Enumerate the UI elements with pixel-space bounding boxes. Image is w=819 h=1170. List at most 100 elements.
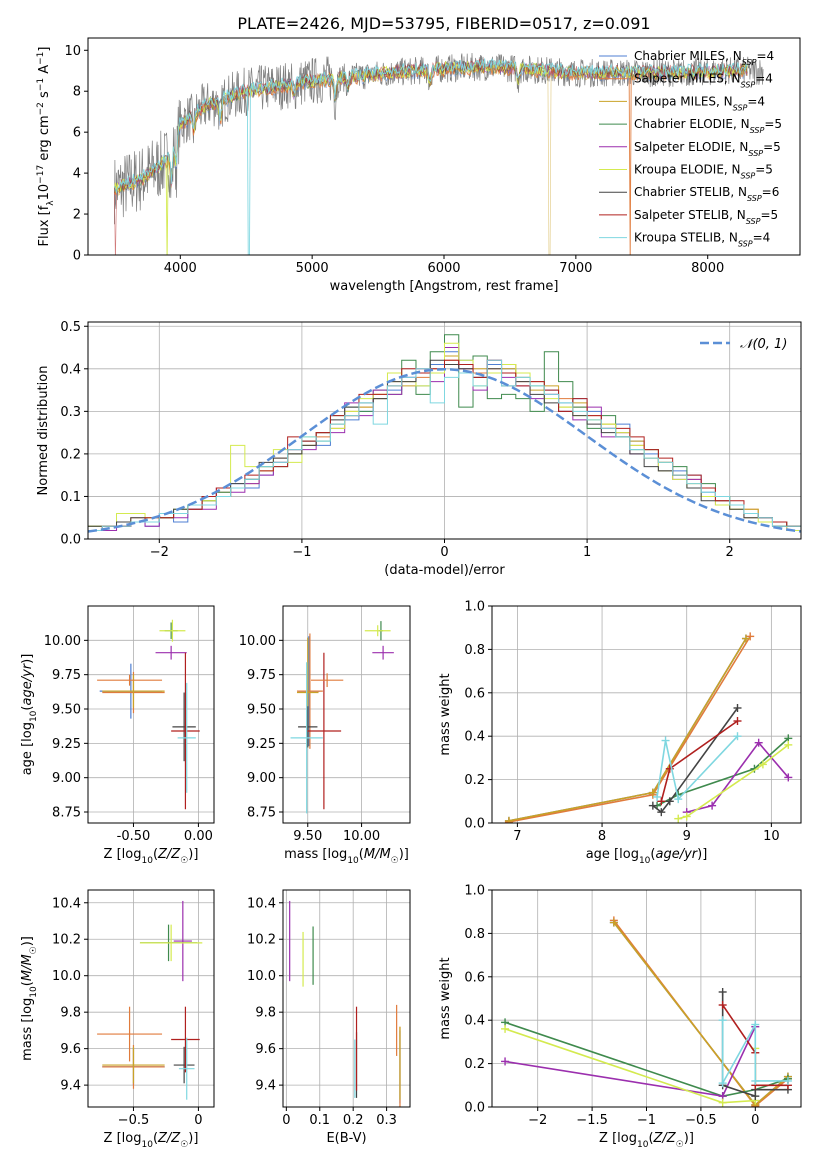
y-tick-label: 10.4 — [52, 896, 81, 911]
weight-line — [508, 635, 751, 823]
errorbar-salpeter-elodie2 — [97, 674, 163, 686]
x-tick-label: 0 — [751, 1113, 759, 1128]
x-axis-label: wavelength [Angstrom, rest frame] — [330, 279, 559, 294]
axes-frame — [491, 605, 802, 824]
axes-frame — [87, 889, 215, 1108]
y-tick-label: 8 — [73, 85, 81, 100]
x-axis-label: age [log10(age/yr)] — [586, 847, 708, 866]
weights-kroupa-stelib — [653, 732, 742, 804]
panel-residuals: −2 −1 0 1 2 0.0 0.1 0.2 0.3 0.4 0.5 (data-model)/er… — [36, 320, 802, 578]
weight-line — [656, 735, 739, 801]
y-tick-label: 10.00 — [239, 634, 276, 649]
x-tick-label: −1 — [292, 545, 311, 560]
x-axis-label: Z [log10(Z/Z☉)] — [104, 847, 199, 866]
x-axis-label: Z [log10(Z/Z☉)] — [599, 1131, 694, 1150]
legend-label: Salpeter MILES, NSSP=4 — [634, 72, 773, 90]
y-tick-label: 10.00 — [44, 634, 81, 649]
y-tick-label: 0.6 — [464, 686, 485, 701]
y-tick-label: 0.1 — [60, 490, 81, 505]
plot-area — [501, 916, 792, 1107]
y-tick-label: 0.2 — [464, 1057, 485, 1072]
y-tick-label: 9.75 — [52, 668, 81, 683]
weights-kroupa-stelib — [718, 1016, 792, 1088]
x-tick-label: 7 — [513, 829, 521, 844]
errorbar-kroupa-elodie — [159, 619, 186, 642]
legend-label: Chabrier STELIB, NSSP=6 — [634, 185, 779, 203]
figure-title: PLATE=2426, MJD=53795, FIBERID=0517, z=0… — [237, 14, 650, 33]
x-tick-label: 0.1 — [309, 1113, 330, 1128]
axes-frame — [282, 889, 411, 1108]
y-axis-label: Flux [fλ10−17 erg cm−2 s−1 A−1] — [36, 47, 56, 247]
y-tick-label: 0.8 — [464, 927, 485, 942]
x-tick-label: 0 — [194, 1113, 202, 1128]
y-tick-label: 9.75 — [247, 668, 276, 683]
x-tick-label: 9.50 — [293, 829, 322, 844]
y-tick-label: 0.2 — [60, 447, 81, 462]
x-tick-label: 0 — [440, 545, 448, 560]
y-axis-label: age [log10(age/yr)] — [20, 654, 39, 776]
weights-kroupa-miles — [504, 634, 750, 823]
y-tick-label: 0.8 — [464, 643, 485, 658]
y-tick-label: 0.4 — [464, 730, 485, 745]
plot-area — [290, 621, 394, 814]
weight-line — [656, 737, 789, 807]
errorbar-salpeter-miles-b — [97, 1006, 163, 1062]
errorbar-salpeter-stelib — [171, 652, 200, 810]
x-tick-label: 8 — [598, 829, 606, 844]
x-tick-label: 4000 — [164, 261, 197, 276]
plot-area — [289, 900, 401, 1107]
panel-age_vs_Z: -0.50 0.00 8.75 9.00 9.25 9.50 9.75 10.00 Z [log… — [20, 605, 215, 866]
errorbar-kroupa-miles — [102, 1046, 165, 1084]
weight-line — [504, 1028, 757, 1104]
y-tick-label: 10.2 — [247, 933, 276, 948]
y-tick-label: 10 — [64, 44, 81, 59]
weights-chabrier-stelib — [648, 703, 742, 817]
errorbar-chabrier-stelib — [172, 692, 196, 762]
y-tick-label: 9.50 — [52, 703, 81, 718]
axes-frame — [87, 605, 215, 824]
x-tick-label: −2 — [150, 545, 169, 560]
x-axis-label: (data-model)/error — [384, 563, 505, 578]
y-tick-label: 1.0 — [464, 600, 485, 615]
weights-chabrier-miles — [504, 634, 750, 823]
gaussian-curve — [88, 368, 801, 533]
y-tick-label: 0 — [73, 249, 81, 264]
weight-line — [508, 638, 747, 822]
x-tick-label: −0.5 — [118, 1113, 150, 1128]
panel-weight_vs_age: 7 8 9 10 0.0 0.2 0.4 0.6 0.8 1.0 age [log10(age/yr… — [438, 600, 802, 866]
errorbar-kroupa-elodie — [364, 625, 391, 637]
x-axis-label: mass [log10(M/M☉)] — [284, 847, 409, 866]
weight-line — [504, 1021, 789, 1097]
y-tick-label: 9.00 — [52, 771, 81, 786]
x-tick-label: 0.2 — [343, 1113, 364, 1128]
y-tick-label: 9.4 — [255, 1079, 276, 1094]
x-tick-label: 5000 — [296, 261, 329, 276]
plot-area — [113, 52, 764, 255]
y-tick-label: 10.4 — [247, 896, 276, 911]
panel-age_vs_mass: 9.50 10.00 8.75 9.00 9.25 9.50 9.75 10.00 mass [… — [239, 605, 411, 866]
y-tick-label: 0.0 — [464, 1101, 485, 1116]
y-tick-label: 1.0 — [464, 884, 485, 899]
legend-label: Chabrier MILES, NSSP=4 — [634, 49, 774, 67]
x-tick-label: −1.5 — [576, 1113, 608, 1128]
y-tick-label: 0.6 — [464, 970, 485, 985]
errorbar-chabrier-stelib — [173, 1046, 195, 1084]
x-tick-label: 10 — [763, 829, 780, 844]
y-tick-label: 0.5 — [60, 320, 81, 335]
y-tick-label: 9.6 — [255, 1042, 276, 1057]
errorbar-kroupa-stelib — [177, 682, 196, 793]
errorbar-kroupa-stelib — [290, 662, 323, 814]
y-tick-label: 10.0 — [247, 969, 276, 984]
y-tick-label: 9.4 — [60, 1079, 81, 1094]
y-tick-label: 9.25 — [52, 737, 81, 752]
y-tick-label: 0.4 — [464, 1014, 485, 1029]
x-tick-label: 8000 — [691, 261, 724, 276]
x-axis-label: Z [log10(Z/Z☉)] — [104, 1131, 199, 1150]
y-tick-label: 9.50 — [247, 703, 276, 718]
x-tick-label: 2 — [726, 545, 734, 560]
x-tick-label: 0.3 — [376, 1113, 397, 1128]
errorbar-kroupa-stelib — [178, 1037, 195, 1100]
errorbar-salpeter-stelib — [171, 1006, 200, 1073]
panel-spectrum: 4000 5000 6000 7000 8000 0 2 4 6 8 10 wavelength [A… — [36, 37, 801, 294]
